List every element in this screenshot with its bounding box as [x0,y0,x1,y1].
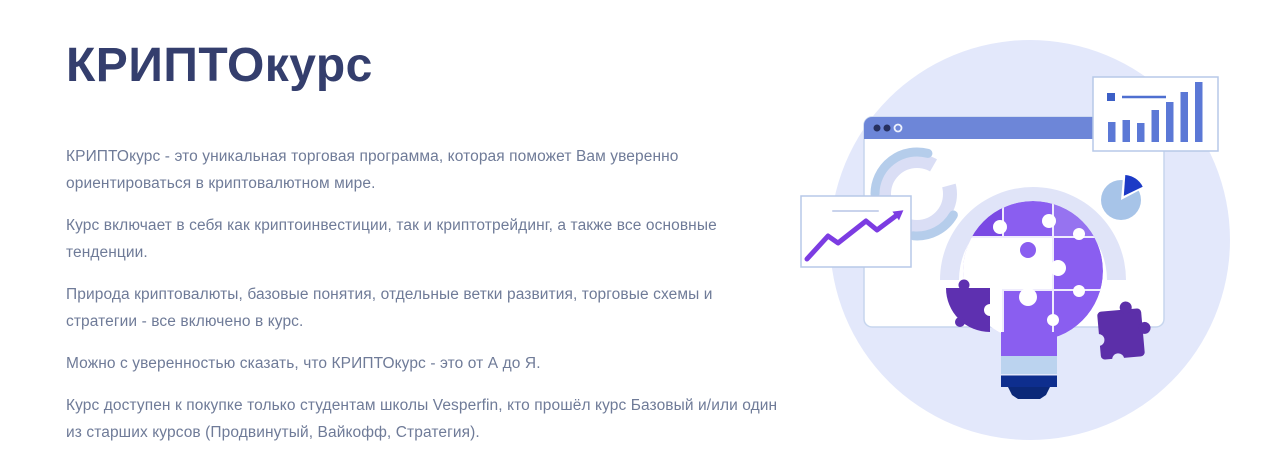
decorative-arc [940,187,1126,280]
browser-header [864,117,1164,139]
bulb-base [1001,332,1057,399]
hero-text-column: КРИПТОкурс КРИПТОкурс - это уникальная т… [66,36,778,461]
intro-paragraph: КРИПТОкурс - это уникальная торговая про… [66,148,679,192]
intro-paragraph: Курс доступен к покупке только студентам… [66,397,778,441]
line-chart-card [800,195,912,268]
bar-chart-icon [1107,82,1203,142]
intro-paragraph: Природа криптовалюты, базовые понятия, о… [66,286,713,330]
intro-paragraph: Можно с уверенностью сказать, что КРИПТО… [66,355,541,372]
puzzle-piece-icon [1092,301,1151,366]
trend-arrow-icon [804,210,904,262]
browser-traffic-dots-icon [873,123,903,133]
intro-paragraph: Курс включает в себя как криптоинвестици… [66,217,717,261]
cryptocourse-hero-section: КРИПТОкурс КРИПТОкурс - это уникальная т… [66,39,1230,441]
puzzle-fan-piece-icon [946,279,996,332]
donut-chart-icon [870,147,958,241]
bar-chart-card [1092,76,1219,152]
page-title: КРИПТОкурс [66,39,373,92]
analytics-illustration [800,40,1230,440]
pie-chart-icon [1101,175,1143,220]
course-description: КРИПТОкурс - это уникальная торговая про… [66,143,778,446]
